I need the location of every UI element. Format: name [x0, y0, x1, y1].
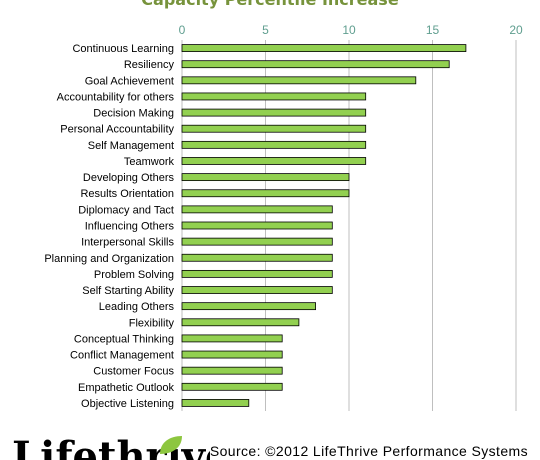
- bar: [181, 92, 367, 101]
- category-label: Developing Others: [83, 172, 175, 184]
- category-label: Planning and Organization: [44, 253, 174, 265]
- bar: [181, 221, 333, 230]
- source-credit: Source: ©2012 LifeThrive Performance Sys…: [209, 443, 528, 459]
- bar: [181, 334, 283, 343]
- category-label: Resiliency: [124, 59, 175, 71]
- category-label: Goal Achievement: [85, 75, 174, 87]
- x-tick-label: 5: [262, 23, 269, 37]
- category-label: Conflict Management: [70, 350, 174, 362]
- x-tick-label: 10: [342, 23, 356, 37]
- bar: [181, 237, 333, 246]
- category-label: Accountability for others: [57, 91, 175, 103]
- category-label: Diplomacy and Tact: [78, 204, 174, 216]
- bar: [181, 60, 450, 69]
- bar-chart: 0 5 10 15 20 Continuous Learning Resiliency Go…: [44, 23, 523, 411]
- category-label: Decision Making: [93, 108, 174, 120]
- bar: [181, 124, 367, 133]
- leaf-icon: [160, 436, 182, 454]
- bars: [181, 44, 467, 407]
- category-label: Self Management: [88, 140, 174, 152]
- category-label: Continuous Learning: [72, 43, 174, 55]
- x-tick-label: 20: [509, 23, 523, 37]
- bar: [181, 350, 283, 359]
- category-label: Objective Listening: [81, 398, 174, 410]
- bar: [181, 382, 283, 391]
- category-label: Customer Focus: [93, 366, 174, 378]
- category-label: Self Starting Ability: [82, 285, 174, 297]
- bar: [181, 140, 367, 149]
- bar: [181, 269, 333, 278]
- category-label: Leading Others: [99, 301, 175, 313]
- bar: [181, 44, 467, 52]
- bar: [181, 108, 367, 117]
- category-label: Problem Solving: [94, 269, 174, 281]
- category-label: Personal Accountability: [60, 124, 174, 136]
- bar: [181, 205, 333, 214]
- chart-title: Capacity Percentile Increase: [0, 0, 540, 9]
- bar: [181, 76, 417, 85]
- x-tick-label: 15: [426, 23, 440, 37]
- bar: [181, 302, 317, 311]
- bar: [181, 157, 367, 165]
- category-label: Influencing Others: [85, 221, 175, 233]
- x-tick-label: 0: [179, 23, 186, 37]
- bar: [181, 253, 333, 262]
- category-labels: Continuous Learning Resiliency Goal Achiev…: [44, 43, 174, 410]
- category-label: Results Orientation: [80, 188, 174, 200]
- x-axis-ticks: 0 5 10 15 20: [179, 23, 523, 37]
- category-label: Flexibility: [129, 317, 175, 329]
- category-label: Interpersonal Skills: [81, 237, 174, 249]
- bar: [181, 366, 283, 375]
- bar: [181, 189, 350, 198]
- bar: [181, 399, 250, 407]
- bar: [181, 173, 350, 182]
- category-label: Conceptual Thinking: [74, 333, 174, 345]
- bar: [181, 318, 300, 327]
- bar: [181, 286, 333, 294]
- category-label: Empathetic Outlook: [78, 382, 174, 394]
- lifethrive-logo: Lifethrive: [12, 433, 210, 460]
- category-label: Teamwork: [124, 156, 175, 168]
